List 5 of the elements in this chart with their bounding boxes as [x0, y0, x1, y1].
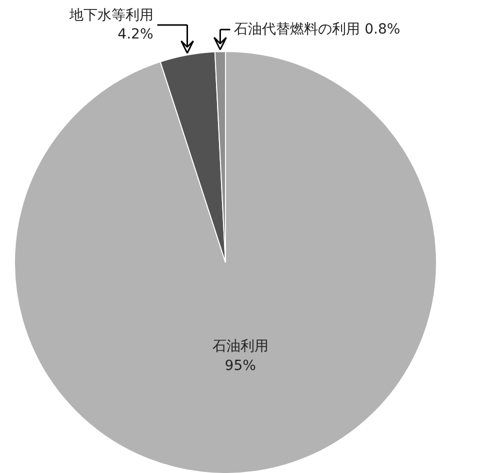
data-label: 4.2%: [118, 26, 154, 43]
slice-label: 地下水等利用: [68, 7, 154, 24]
slice-label: 石油代替燃料の利用 0.8%: [234, 22, 400, 38]
slice-label: 石油利用: [212, 338, 268, 355]
data-label: 95%: [224, 358, 256, 374]
